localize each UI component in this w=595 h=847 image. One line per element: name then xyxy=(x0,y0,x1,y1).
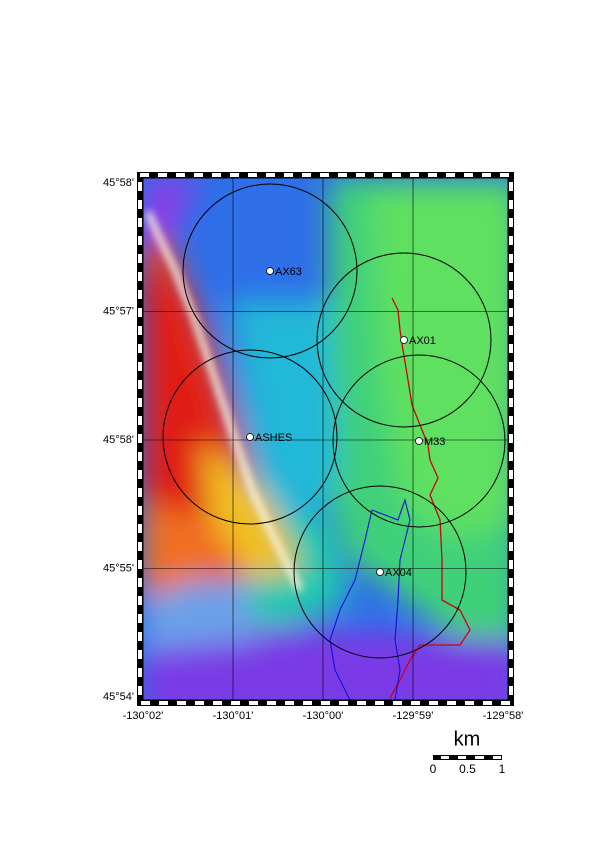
scale-bar xyxy=(433,755,502,760)
site-label: M33 xyxy=(424,436,445,448)
lat-label: 45°58' xyxy=(103,434,134,446)
scale-tick: 0 xyxy=(430,762,437,776)
tracks xyxy=(329,297,471,700)
site-range xyxy=(162,349,338,525)
scale-tick: 0.5 xyxy=(459,762,476,776)
site-range xyxy=(332,354,506,528)
site-label: ASHES xyxy=(255,432,292,444)
lon-label: -129°58' xyxy=(483,710,524,722)
lat-label: 45°57' xyxy=(103,305,134,317)
site-range xyxy=(316,252,492,428)
site-label: AX01 xyxy=(409,335,436,347)
lat-label: 45°54' xyxy=(103,691,134,703)
site-range xyxy=(293,485,467,659)
lon-label: -130°00' xyxy=(303,710,344,722)
site-label: AX63 xyxy=(275,266,302,278)
lat-label: 45°55' xyxy=(103,562,134,574)
site-marker xyxy=(415,437,423,445)
frame-border-checks xyxy=(138,173,513,705)
lon-label: -130°01' xyxy=(213,710,254,722)
frame xyxy=(142,177,509,701)
site-marker xyxy=(400,336,408,344)
site-marker xyxy=(266,267,274,275)
site-marker xyxy=(246,433,254,441)
scale-tick: 1 xyxy=(499,762,506,776)
site-marker xyxy=(376,568,384,576)
lon-label: -129°59' xyxy=(393,710,434,722)
lon-label: -130°02' xyxy=(123,710,164,722)
lat-label: 45°58' xyxy=(103,177,134,189)
site-label: AX04 xyxy=(385,567,412,579)
site-range xyxy=(182,183,358,359)
scale-unit: km xyxy=(454,728,481,750)
